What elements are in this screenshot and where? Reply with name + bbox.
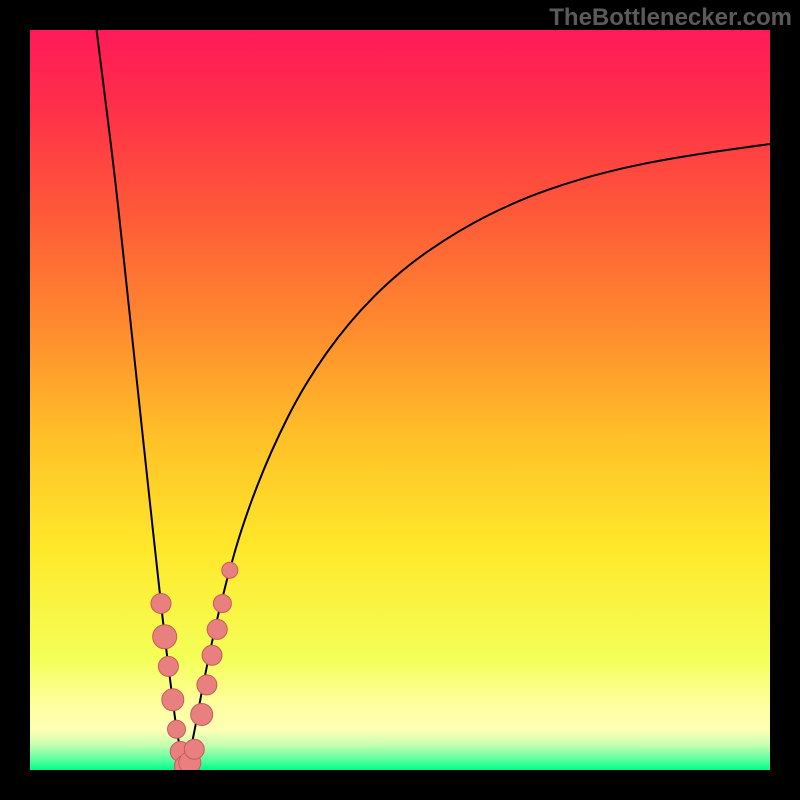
marker-point xyxy=(151,594,171,614)
chart-container: { "watermark": { "text": "TheBottlenecke… xyxy=(0,0,800,800)
marker-point xyxy=(213,595,231,613)
marker-point xyxy=(191,704,213,726)
marker-point xyxy=(168,720,186,738)
plot-background xyxy=(30,30,770,770)
marker-point xyxy=(162,689,184,711)
marker-point xyxy=(158,656,178,676)
marker-point xyxy=(197,675,217,695)
watermark-text: TheBottlenecker.com xyxy=(549,4,792,32)
marker-point xyxy=(184,739,204,759)
marker-point xyxy=(222,562,238,578)
marker-point xyxy=(153,625,177,649)
marker-point xyxy=(207,619,227,639)
marker-point xyxy=(202,645,222,665)
chart-svg xyxy=(0,0,800,800)
